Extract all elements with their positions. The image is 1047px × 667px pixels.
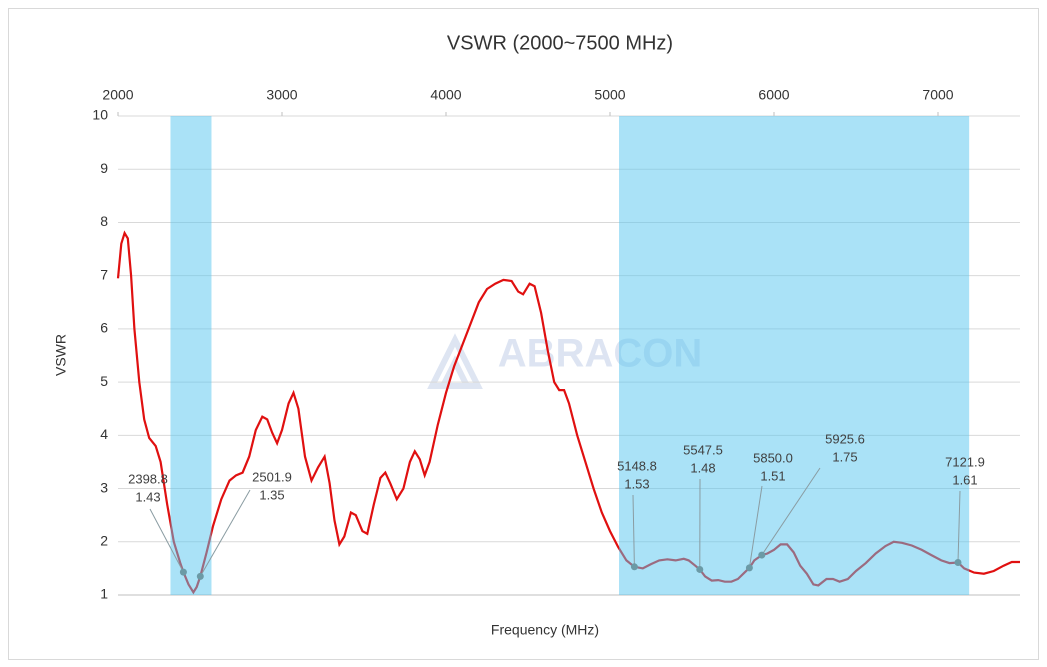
marker-point bbox=[758, 551, 766, 559]
marker-x-label: 2501.9 bbox=[252, 469, 292, 484]
marker-x-label: 5148.8 bbox=[617, 458, 657, 473]
marker-point bbox=[196, 572, 204, 580]
x-tick-label: 3000 bbox=[266, 87, 297, 103]
x-axis-label: Frequency (MHz) bbox=[491, 622, 599, 638]
y-tick-label: 5 bbox=[100, 373, 108, 389]
y-tick-label: 3 bbox=[100, 479, 108, 495]
y-tick-label: 7 bbox=[100, 266, 108, 282]
marker-point bbox=[179, 568, 187, 576]
marker-x-label: 5925.6 bbox=[825, 431, 865, 446]
x-tick-label: 5000 bbox=[594, 87, 625, 103]
y-tick-label: 9 bbox=[100, 160, 108, 176]
x-tick-label: 4000 bbox=[430, 87, 461, 103]
marker-point bbox=[745, 564, 753, 572]
y-tick-label: 4 bbox=[100, 426, 108, 442]
y-tick-label: 2 bbox=[100, 532, 108, 548]
leader-line bbox=[761, 467, 821, 556]
marker-x-label: 7121.9 bbox=[945, 454, 985, 469]
leader-line bbox=[199, 489, 251, 577]
y-tick-label: 8 bbox=[100, 213, 108, 229]
marker-x-label: 5850.0 bbox=[753, 450, 793, 465]
marker-value-label: 1.51 bbox=[760, 468, 785, 483]
x-tick-label: 2000 bbox=[102, 87, 133, 103]
leader-line bbox=[957, 490, 961, 563]
marker-x-label: 2398.8 bbox=[128, 471, 168, 486]
marker-x-label: 5547.5 bbox=[683, 442, 723, 457]
frequency-band bbox=[619, 116, 970, 595]
marker-value-label: 1.48 bbox=[690, 460, 715, 475]
leader-line bbox=[748, 485, 763, 568]
y-tick-label: 6 bbox=[100, 320, 108, 336]
x-tick-label: 6000 bbox=[758, 87, 789, 103]
marker-value-label: 1.43 bbox=[135, 489, 160, 504]
chart-title: VSWR (2000~7500 MHz) bbox=[447, 32, 673, 54]
marker-point bbox=[630, 563, 638, 571]
marker-value-label: 1.61 bbox=[952, 472, 977, 487]
marker-point bbox=[954, 559, 962, 567]
marker-value-label: 1.35 bbox=[259, 487, 284, 502]
y-tick-label: 10 bbox=[92, 107, 108, 123]
y-tick-label: 1 bbox=[100, 586, 108, 602]
marker-value-label: 1.53 bbox=[624, 476, 649, 491]
leader-line bbox=[632, 494, 635, 567]
marker-value-label: 1.75 bbox=[832, 449, 857, 464]
leader-line bbox=[149, 508, 184, 573]
x-tick-label: 7000 bbox=[922, 87, 953, 103]
frequency-band bbox=[170, 116, 212, 595]
marker-point bbox=[696, 565, 704, 573]
y-axis-label: VSWR bbox=[53, 334, 69, 376]
